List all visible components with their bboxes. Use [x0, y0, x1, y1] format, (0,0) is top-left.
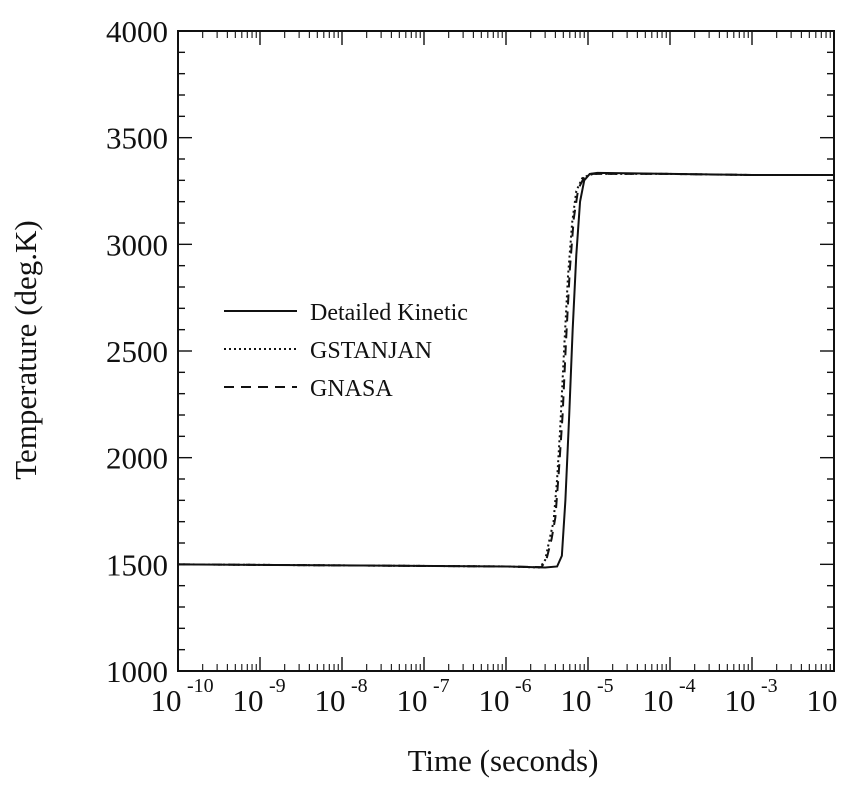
ticks [177, 30, 835, 672]
y-tick-label: 2500 [106, 334, 168, 369]
y-tick-label: 3000 [106, 227, 168, 262]
x-tick-label: 10 [807, 683, 838, 718]
x-tick-exponent: -3 [761, 675, 778, 697]
x-tick-exponent: -9 [269, 675, 286, 697]
legend-label: Detailed Kinetic [310, 300, 468, 326]
legend-label: GNASA [310, 376, 393, 402]
y-tick-label: 3500 [106, 121, 168, 156]
legend-label: GSTANJAN [310, 338, 432, 364]
x-tick-exponent: -10 [187, 675, 214, 697]
x-tick-exponent: -8 [351, 675, 368, 697]
y-axis-label: Temperature (deg.K) [8, 220, 43, 479]
x-tick-label: 10 [479, 683, 510, 718]
x-tick-label: 10 [233, 683, 264, 718]
y-tick-label: 2000 [106, 441, 168, 476]
series [177, 171, 834, 569]
y-tick-label: 1000 [106, 654, 168, 689]
series-line-gnasa [177, 172, 834, 569]
legend: Detailed Kinetic GSTANJAN GNASA [224, 300, 468, 402]
y-tick-label: 1500 [106, 547, 168, 582]
x-tick-exponent: -6 [515, 675, 532, 697]
x-tick-label: 10 [151, 683, 182, 718]
series-line-detailed-kinetic [177, 171, 834, 569]
x-axis-label: Time (seconds) [408, 743, 599, 778]
y-tick-label: 4000 [106, 14, 168, 49]
x-tick-exponent: -4 [679, 675, 696, 697]
x-tick-exponent: -7 [433, 675, 450, 697]
series-line-gstanjan [177, 172, 834, 569]
plot-frame [177, 30, 835, 672]
x-tick-label: 10 [561, 683, 592, 718]
x-tick-label: 10 [643, 683, 674, 718]
x-tick-label: 10 [315, 683, 346, 718]
x-tick-label: 10 [397, 683, 428, 718]
x-tick-exponent: -5 [597, 675, 614, 697]
plot-area [177, 30, 835, 672]
x-tick-label: 10 [725, 683, 756, 718]
